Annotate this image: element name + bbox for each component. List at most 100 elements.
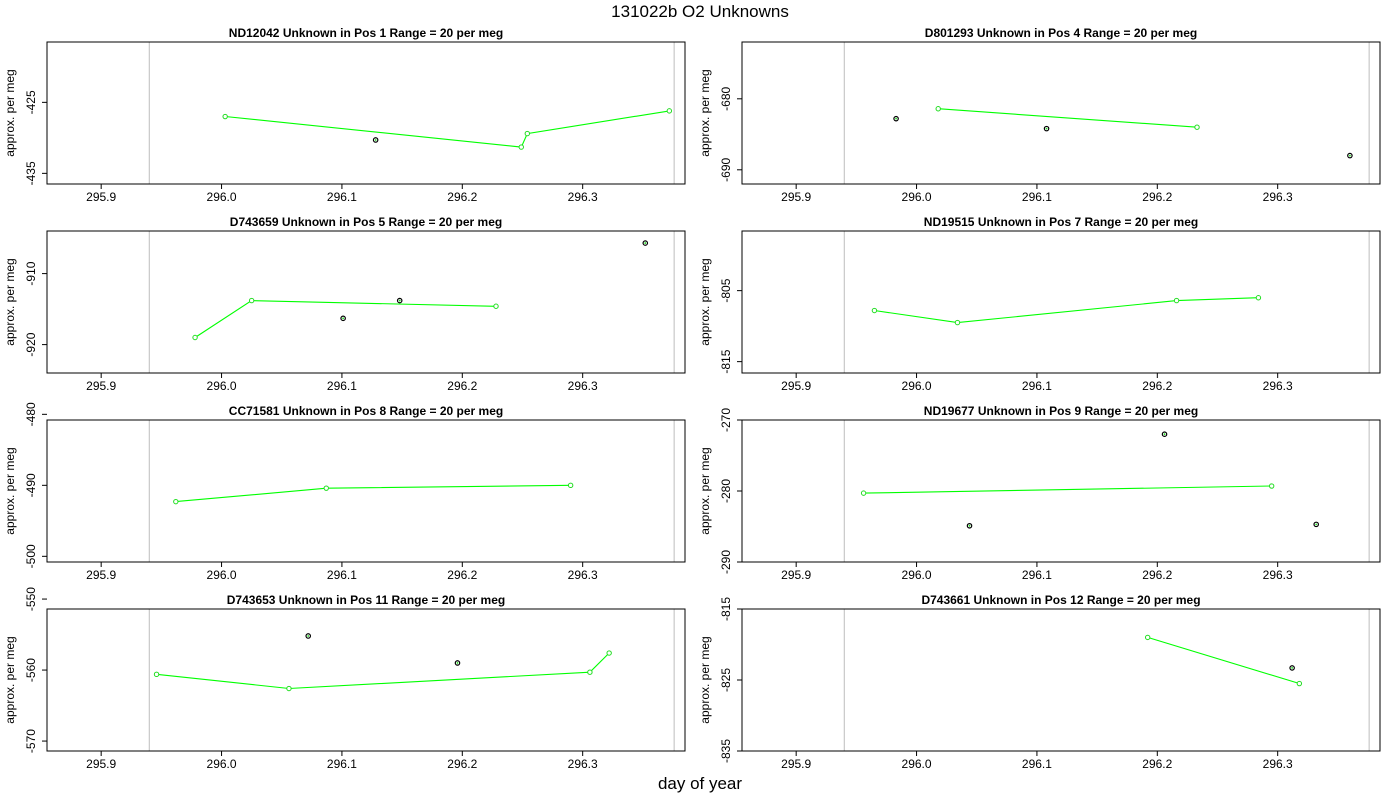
data-point-center	[1291, 667, 1294, 669]
y-tick-label: -910	[24, 261, 38, 285]
x-tick-label: 296.1	[1022, 568, 1052, 582]
chart-panel-6: ND19677 Unknown in Pos 9 Range = 20 per …	[698, 404, 1381, 582]
x-tick-label: 296.2	[447, 379, 477, 393]
data-point	[1144, 634, 1151, 641]
chart-panel-8: D743661 Unknown in Pos 12 Range = 20 per…	[698, 593, 1381, 771]
x-tick-label: 296.3	[1263, 757, 1293, 771]
series-line	[874, 297, 1259, 324]
x-tick-label: 296.1	[327, 757, 357, 771]
x-tick-label: 296.2	[1142, 190, 1172, 204]
x-tick-label: 296.3	[568, 379, 598, 393]
x-tick-label: 296.2	[447, 568, 477, 582]
x-tick-label: 296.0	[207, 379, 237, 393]
data-point	[524, 130, 531, 137]
data-point	[1268, 483, 1275, 489]
y-tick-label: -835	[719, 739, 733, 763]
data-point-center	[644, 242, 647, 244]
y-axis-label: approx. per meg	[698, 258, 712, 345]
chart-panel-3: D743659 Unknown in Pos 5 Range = 20 per …	[3, 215, 686, 393]
x-tick-label: 296.3	[568, 568, 598, 582]
x-tick-label: 296.1	[1022, 190, 1052, 204]
x-tick-label: 295.9	[781, 379, 811, 393]
data-point	[567, 482, 574, 489]
series-line	[938, 108, 1198, 128]
y-tick-label: -560	[24, 658, 38, 682]
y-tick-label: -805	[719, 278, 733, 302]
data-point	[396, 297, 403, 304]
data-point	[192, 334, 198, 341]
data-point	[518, 144, 524, 150]
data-point	[860, 490, 867, 496]
x-tick-label: 296.2	[1142, 568, 1172, 582]
data-point	[666, 108, 673, 114]
x-tick-label: 295.9	[86, 568, 116, 582]
y-tick-label: -490	[24, 473, 38, 497]
x-tick-label: 296.2	[447, 757, 477, 771]
y-tick-label: -435	[24, 161, 38, 185]
plot-frame	[741, 230, 1381, 374]
y-axis-label: approx. per meg	[3, 447, 17, 534]
data-point-center	[1349, 154, 1351, 157]
series-line	[863, 485, 1272, 494]
data-point-center	[456, 662, 459, 664]
plot-frame	[46, 41, 686, 185]
x-tick-label: 296.0	[207, 568, 237, 582]
data-point-center	[1045, 127, 1048, 130]
chart-panel-2: D801293 Unknown in Pos 4 Range = 20 per …	[698, 26, 1381, 204]
x-tick-label: 296.0	[902, 568, 932, 582]
data-point-center	[895, 117, 897, 120]
y-axis-label: approx. per meg	[698, 636, 712, 723]
plot-frame	[741, 608, 1381, 752]
data-point	[954, 319, 961, 326]
data-point-center	[1163, 433, 1166, 436]
chart-panel-4: ND19515 Unknown in Pos 7 Range = 20 per …	[698, 215, 1381, 393]
x-tick-label: 295.9	[86, 379, 116, 393]
plot-frame	[46, 419, 686, 563]
x-tick-label: 296.0	[902, 757, 932, 771]
x-tick-label: 296.2	[447, 190, 477, 204]
data-point-center	[342, 317, 345, 320]
x-tick-label: 296.3	[1263, 568, 1293, 582]
x-tick-label: 296.2	[1142, 757, 1172, 771]
data-point	[222, 113, 228, 120]
data-point	[340, 315, 346, 322]
plot-frame	[741, 419, 1381, 563]
data-point	[323, 485, 329, 491]
x-axis-title: day of year	[657, 774, 743, 793]
data-point	[1194, 124, 1200, 130]
x-tick-label: 296.1	[327, 379, 357, 393]
series-line	[1147, 636, 1300, 685]
panel-title: ND19677 Unknown in Pos 9 Range = 20 per …	[924, 404, 1198, 418]
y-tick-label: -550	[24, 587, 38, 611]
series-line	[175, 484, 571, 503]
data-point	[1173, 297, 1180, 304]
data-point	[173, 498, 179, 505]
panel-title: D743661 Unknown in Pos 12 Range = 20 per…	[921, 593, 1200, 607]
chart-main-title: 131022b O2 Unknowns	[611, 2, 789, 21]
x-tick-label: 296.3	[568, 190, 598, 204]
x-tick-label: 296.1	[327, 568, 357, 582]
x-tick-label: 296.1	[1022, 757, 1052, 771]
data-point	[248, 297, 255, 304]
chart-panel-1: ND12042 Unknown in Pos 1 Range = 20 per …	[3, 26, 686, 204]
y-tick-label: -280	[719, 479, 733, 503]
data-point-center	[1315, 523, 1318, 526]
y-tick-label: -290	[719, 550, 733, 574]
x-tick-label: 296.1	[327, 190, 357, 204]
data-point	[893, 115, 899, 122]
x-tick-label: 296.0	[207, 757, 237, 771]
y-tick-label: -690	[719, 157, 733, 181]
x-tick-label: 295.9	[781, 568, 811, 582]
data-point	[871, 307, 878, 314]
data-point	[1296, 680, 1303, 687]
y-axis-label: approx. per meg	[698, 69, 712, 156]
data-point	[642, 240, 649, 246]
data-point	[1313, 521, 1320, 528]
panel-title: ND12042 Unknown in Pos 1 Range = 20 per …	[229, 26, 503, 40]
x-tick-label: 296.2	[1142, 379, 1172, 393]
x-tick-label: 295.9	[86, 757, 116, 771]
data-point	[587, 669, 593, 675]
y-tick-label: -500	[24, 544, 38, 568]
x-tick-label: 296.3	[1263, 379, 1293, 393]
